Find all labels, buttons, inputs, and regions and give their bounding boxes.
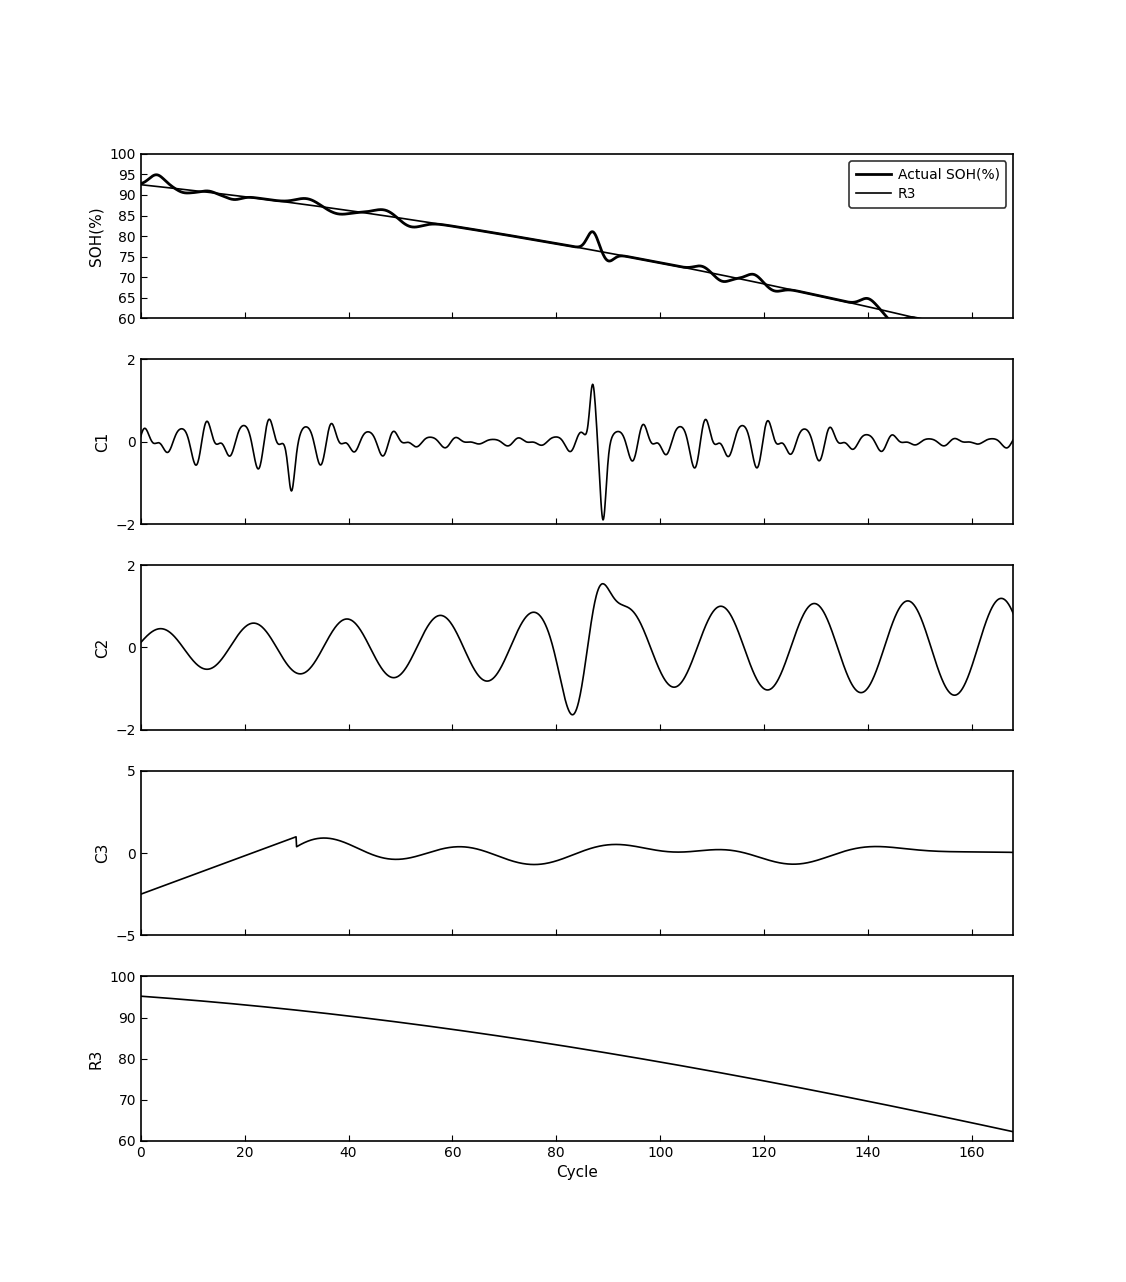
Actual SOH(%) xyxy=(778,282,792,297)
Actual SOH(%) xyxy=(134,176,148,191)
Legend: Actual SOH(%), R3: Actual SOH(%), R3 xyxy=(849,160,1007,208)
Actual SOH(%) xyxy=(794,285,807,300)
Actual SOH(%) xyxy=(186,185,199,200)
Y-axis label: C1: C1 xyxy=(95,432,110,451)
R3 xyxy=(134,177,148,192)
Actual SOH(%) xyxy=(917,312,930,327)
Y-axis label: C2: C2 xyxy=(95,637,110,658)
Actual SOH(%) xyxy=(1007,335,1020,350)
R3 xyxy=(793,283,806,299)
R3 xyxy=(291,196,304,212)
R3 xyxy=(777,281,790,296)
Y-axis label: C3: C3 xyxy=(95,842,110,863)
R3 xyxy=(422,214,436,229)
R3 xyxy=(185,182,198,197)
Y-axis label: R3: R3 xyxy=(89,1049,104,1069)
Actual SOH(%) xyxy=(292,191,305,206)
Y-axis label: SOH(%): SOH(%) xyxy=(89,206,104,265)
Actual SOH(%) xyxy=(422,217,436,232)
Line: R3: R3 xyxy=(141,185,1013,342)
Actual SOH(%) xyxy=(150,167,163,182)
Line: Actual SOH(%): Actual SOH(%) xyxy=(141,174,1013,342)
X-axis label: Cycle: Cycle xyxy=(556,1165,598,1181)
R3 xyxy=(1007,335,1020,350)
R3 xyxy=(917,312,930,327)
